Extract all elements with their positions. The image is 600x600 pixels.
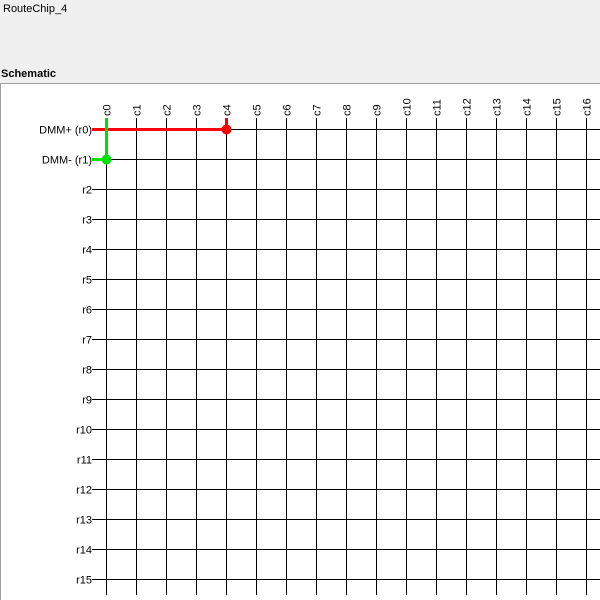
row-label-r6: r6	[82, 305, 92, 317]
column-label-c10: c10	[402, 98, 414, 116]
schematic-panel[interactable]	[0, 83, 600, 600]
column-label-c6: c6	[282, 104, 294, 116]
row-label-r5: r5	[82, 275, 92, 287]
row-label-r7: r7	[82, 335, 92, 347]
column-label-c12: c12	[462, 98, 474, 116]
row-label-r0: DMM+ (r0)	[39, 125, 92, 137]
window-title: RouteChip_4	[3, 3, 68, 15]
column-label-c15: c15	[552, 98, 564, 116]
row-label-r3: r3	[82, 215, 92, 227]
route-junction-dot[interactable]	[221, 124, 232, 135]
row-label-r1: DMM- (r1)	[42, 155, 92, 167]
column-label-c2: c2	[162, 104, 174, 116]
row-label-r13: r13	[76, 515, 92, 527]
column-label-c9: c9	[372, 104, 384, 116]
column-label-c1: c1	[132, 104, 144, 116]
row-label-r2: r2	[82, 185, 92, 197]
column-label-c4: c4	[222, 104, 234, 116]
row-label-r9: r9	[82, 395, 92, 407]
column-label-c0: c0	[102, 104, 114, 116]
row-label-r12: r12	[76, 485, 92, 497]
route-dmm[interactable]	[92, 118, 232, 135]
row-label-r14: r14	[76, 545, 92, 557]
row-label-r15: r15	[76, 575, 92, 587]
column-label-c3: c3	[192, 104, 204, 116]
route-junction-dot[interactable]	[101, 154, 112, 165]
column-label-c13: c13	[492, 98, 504, 116]
route-dmm[interactable]	[92, 118, 112, 165]
column-label-c7: c7	[312, 104, 324, 116]
row-label-r10: r10	[76, 425, 92, 437]
row-label-r4: r4	[82, 245, 92, 257]
column-label-c8: c8	[342, 104, 354, 116]
schematic-section-label: Schematic	[1, 68, 57, 80]
column-label-c11: c11	[432, 99, 444, 116]
row-label-r11: r11	[77, 455, 92, 467]
column-label-c5: c5	[252, 104, 264, 116]
column-label-c16: c16	[582, 98, 594, 116]
row-label-r8: r8	[82, 365, 92, 377]
column-label-c14: c14	[522, 98, 534, 116]
